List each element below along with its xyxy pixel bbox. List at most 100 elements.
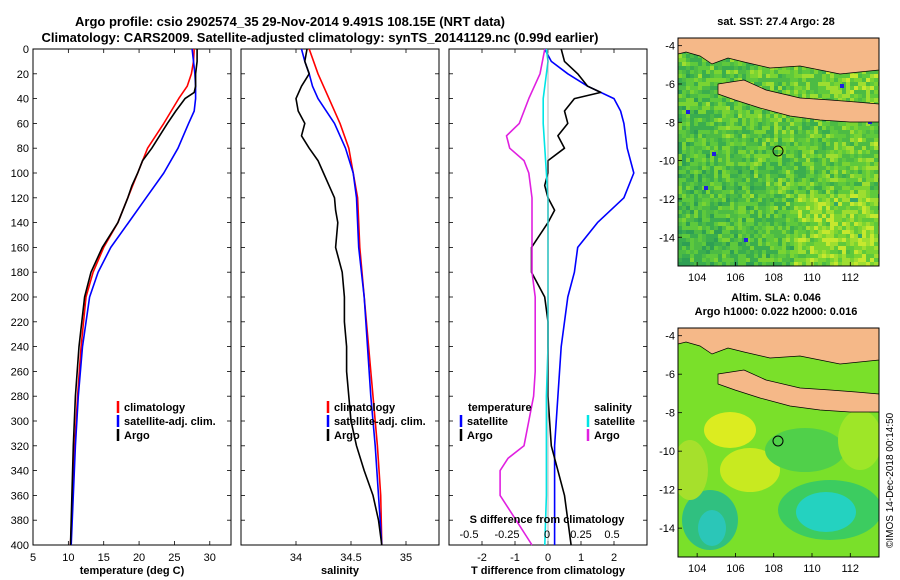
sst-cell xyxy=(858,222,862,226)
sst-cell xyxy=(762,262,766,266)
sst-cell xyxy=(746,158,750,162)
sst-cell xyxy=(870,214,874,218)
sst-cell xyxy=(786,118,790,122)
sst-cell xyxy=(722,238,726,242)
sst-cell xyxy=(834,82,838,86)
sst-cell xyxy=(686,206,690,210)
sst-cell xyxy=(738,170,742,174)
sst-cell xyxy=(786,70,790,74)
depth-tick-label: 40 xyxy=(17,94,29,106)
sst-cell xyxy=(798,74,802,78)
depth-tick-label: 300 xyxy=(11,416,29,428)
sst-cell xyxy=(782,74,786,78)
sst-cell xyxy=(854,122,858,126)
sst-cell xyxy=(718,198,722,202)
sst-cell xyxy=(694,102,698,106)
sst-cell xyxy=(786,114,790,118)
sst-cell xyxy=(866,150,870,154)
sst-cell xyxy=(834,138,838,142)
sst-cell xyxy=(790,234,794,238)
sst-cell xyxy=(794,70,798,74)
legend-t-satellite: satellite xyxy=(467,416,508,428)
sst-cell xyxy=(678,242,682,246)
sst-cell xyxy=(690,66,694,70)
sst-cell xyxy=(778,242,782,246)
sst-cell xyxy=(846,214,850,218)
sst-cell xyxy=(678,182,682,186)
sst-cell xyxy=(806,162,810,166)
sst-cell xyxy=(790,146,794,150)
sst-cell xyxy=(818,214,822,218)
sst-cell xyxy=(742,262,746,266)
sst-cell xyxy=(750,78,754,82)
sst-cell xyxy=(806,154,810,158)
sst-cell xyxy=(710,130,714,134)
sst-cell xyxy=(838,134,842,138)
sst-cell xyxy=(762,218,766,222)
sst-cell xyxy=(830,174,834,178)
sst-cell xyxy=(710,82,714,86)
sst-cell xyxy=(870,74,874,78)
sst-cell xyxy=(730,102,734,106)
sst-cell xyxy=(846,154,850,158)
sst-cell xyxy=(790,78,794,82)
sst-cell xyxy=(850,154,854,158)
sst-cell xyxy=(766,238,770,242)
sst-cell xyxy=(678,62,682,66)
sst-cell xyxy=(838,230,842,234)
sst-cell xyxy=(738,106,742,110)
sst-cell xyxy=(806,182,810,186)
sst-cell xyxy=(726,186,730,190)
sst-cell xyxy=(862,98,866,102)
sst-cell xyxy=(870,222,874,226)
sst-cell xyxy=(754,162,758,166)
sst-cell xyxy=(678,70,682,74)
sst-cell xyxy=(730,62,734,66)
sst-cell xyxy=(826,162,830,166)
sst-cell xyxy=(838,174,842,178)
legend-title-salinity: salinity xyxy=(594,402,633,414)
sst-cell xyxy=(806,82,810,86)
temperature-panel-frame xyxy=(32,48,232,546)
sst-cell xyxy=(774,230,778,234)
sst-cell xyxy=(810,70,814,74)
sst-cell xyxy=(830,206,834,210)
sst-cell xyxy=(682,122,686,126)
sst-cell xyxy=(806,70,810,74)
sst-cell xyxy=(870,170,874,174)
sst-cell xyxy=(838,206,842,210)
sst-cell xyxy=(774,138,778,142)
sst-cell xyxy=(694,74,698,78)
sst-cell xyxy=(734,134,738,138)
sst-cell xyxy=(810,82,814,86)
sst-cell xyxy=(846,158,850,162)
sst-cell xyxy=(726,238,730,242)
sst-cell xyxy=(694,118,698,122)
sst-cell xyxy=(702,218,706,222)
sst-cell xyxy=(826,234,830,238)
sst-cell xyxy=(858,258,862,262)
sst-cell xyxy=(714,206,718,210)
sst-cell xyxy=(842,138,846,142)
sst-cell xyxy=(806,146,810,150)
sst-cell xyxy=(766,174,770,178)
sst-cell xyxy=(846,222,850,226)
sst-cell xyxy=(766,262,770,266)
sst-cell xyxy=(734,130,738,134)
sst-cell xyxy=(818,138,822,142)
sst-cell xyxy=(810,138,814,142)
sst-cell xyxy=(846,190,850,194)
sst-cell xyxy=(834,250,838,254)
sst-cell xyxy=(762,206,766,210)
sst-cell xyxy=(854,130,858,134)
sst-cell xyxy=(714,142,718,146)
sst-cell xyxy=(682,218,686,222)
sst-cell xyxy=(750,214,754,218)
sst-cell xyxy=(822,70,826,74)
sst-cell xyxy=(822,190,826,194)
sst-cell xyxy=(702,166,706,170)
sst-cell xyxy=(686,218,690,222)
sst-cell xyxy=(682,110,686,114)
sst-cell xyxy=(714,234,718,238)
sst-cell xyxy=(694,258,698,262)
